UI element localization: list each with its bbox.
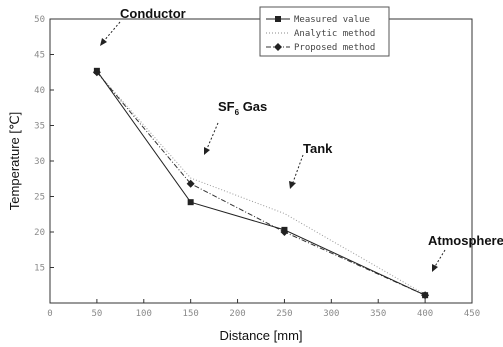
x-tick-label: 450 <box>464 309 480 319</box>
x-tick-label: 200 <box>229 309 245 319</box>
annotation-sf6-sub: 6 <box>235 108 240 117</box>
annotation-tank: Tank <box>303 141 333 156</box>
y-tick-label: 40 <box>34 86 45 96</box>
x-tick-label: 250 <box>276 309 292 319</box>
annotation-sf6-tail: Gas <box>239 99 267 114</box>
x-tick-label: 50 <box>91 309 102 319</box>
arrow-conductor <box>102 21 121 43</box>
annotation-sf6-gas: SF6 Gas <box>218 99 267 117</box>
point-proposed <box>186 179 195 188</box>
x-tick-label: 300 <box>323 309 339 319</box>
y-tick-label: 35 <box>34 122 45 132</box>
y-tick-label: 20 <box>34 228 45 238</box>
y-tick-label: 15 <box>34 264 45 274</box>
legend-item-measured: Measured value <box>266 15 370 25</box>
annotation-conductor: Conductor <box>120 6 186 21</box>
arrowhead-atmosphere <box>432 264 438 272</box>
series-line-measured-value <box>96 70 426 296</box>
arrow-sf6 <box>205 122 219 152</box>
arrowhead-sf6 <box>204 147 210 155</box>
legend-label-measured: Measured value <box>294 15 370 25</box>
point-measured <box>187 199 194 206</box>
x-axis-title: Distance [mm] <box>219 328 302 343</box>
y-tick-label: 45 <box>34 51 45 61</box>
arrow-atmosphere <box>433 249 446 269</box>
arrow-tank <box>291 154 304 186</box>
annotation-atmosphere: Atmosphere <box>428 233 503 248</box>
x-tick-label: 100 <box>136 309 152 319</box>
legend-item-analytic: Analytic method <box>266 29 375 39</box>
legend-marker-proposed <box>274 43 282 51</box>
x-tick-label: 150 <box>183 309 199 319</box>
arrowhead-tank <box>289 181 296 189</box>
legend-marker-measured <box>275 16 281 22</box>
annotation-sf6-main: SF <box>218 99 235 114</box>
legend-label-analytic: Analytic method <box>294 29 375 39</box>
legend-item-proposed: Proposed method <box>266 43 375 53</box>
point-proposed <box>421 291 430 300</box>
point-proposed <box>280 228 289 236</box>
y-tick-label: 25 <box>34 193 45 203</box>
series-line-proposed-method <box>96 71 426 296</box>
point-proposed <box>92 68 101 77</box>
legend-label-proposed: Proposed method <box>294 43 375 53</box>
arrowhead-conductor <box>100 38 107 46</box>
y-axis-title: Temperature [℃] <box>7 112 22 210</box>
plot-frame <box>49 18 473 304</box>
legend-box <box>259 6 390 57</box>
y-tick-label: 30 <box>34 157 45 167</box>
y-tick-label: 50 <box>34 15 45 25</box>
x-tick-label: 400 <box>417 309 433 319</box>
x-tick-label: 0 <box>47 309 52 319</box>
x-tick-label: 350 <box>370 309 386 319</box>
legend: Measured value Analytic method Proposed … <box>259 6 390 57</box>
